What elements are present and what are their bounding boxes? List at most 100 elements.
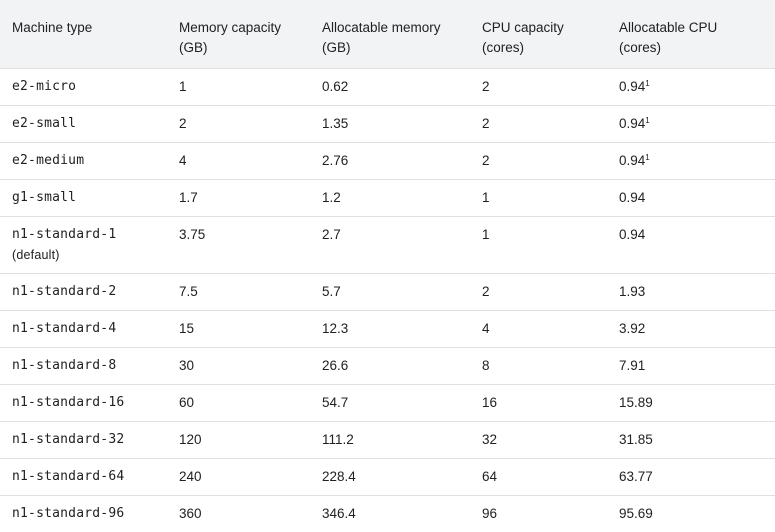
- table-row: g1-small 1.7 1.2 1 0.94: [0, 180, 775, 217]
- machine-type-name: n1-standard-2: [12, 284, 116, 299]
- cell-cpu-capacity: 2: [470, 106, 607, 143]
- cell-machine-type: n1-standard-2: [0, 274, 167, 311]
- memory-capacity-value: 30: [179, 358, 194, 373]
- footnote-marker: 1: [645, 153, 649, 162]
- cell-memory-capacity: 240: [167, 459, 310, 496]
- footnote-marker: 1: [645, 116, 649, 125]
- cell-allocatable-memory: 26.6: [310, 348, 470, 385]
- allocatable-memory-value: 2.7: [322, 227, 341, 242]
- cell-cpu-capacity: 32: [470, 422, 607, 459]
- cell-allocatable-memory: 0.62: [310, 69, 470, 106]
- header-label: Allocatable CPU: [619, 20, 717, 35]
- allocatable-memory-value: 54.7: [322, 395, 348, 410]
- cell-machine-type: n1-standard-1(default): [0, 217, 167, 274]
- cell-memory-capacity: 360: [167, 496, 310, 532]
- cpu-capacity-value: 8: [482, 358, 490, 373]
- cell-allocatable-cpu: 31.85: [607, 422, 775, 459]
- table-row: e2-small 2 1.35 2 0.941: [0, 106, 775, 143]
- cpu-capacity-value: 64: [482, 469, 497, 484]
- allocatable-cpu-value: 0.94: [619, 153, 645, 168]
- cell-memory-capacity: 1: [167, 69, 310, 106]
- memory-capacity-value: 15: [179, 321, 194, 336]
- allocatable-cpu-value: 31.85: [619, 432, 653, 447]
- cell-allocatable-memory: 1.2: [310, 180, 470, 217]
- cell-cpu-capacity: 1: [470, 217, 607, 274]
- footnote-marker: 1: [645, 79, 649, 88]
- cell-allocatable-cpu: 1.93: [607, 274, 775, 311]
- cpu-capacity-value: 2: [482, 116, 490, 131]
- header-unit: (cores): [482, 38, 599, 58]
- cell-allocatable-cpu: 0.94: [607, 180, 775, 217]
- cell-memory-capacity: 30: [167, 348, 310, 385]
- cell-memory-capacity: 1.7: [167, 180, 310, 217]
- cpu-capacity-value: 1: [482, 190, 490, 205]
- cpu-capacity-value: 2: [482, 79, 490, 94]
- allocatable-memory-value: 26.6: [322, 358, 348, 373]
- header-label: Memory capacity: [179, 20, 281, 35]
- cell-memory-capacity: 7.5: [167, 274, 310, 311]
- header-unit: (GB): [179, 38, 302, 58]
- cell-cpu-capacity: 8: [470, 348, 607, 385]
- header-allocatable-memory: Allocatable memory(GB): [310, 0, 470, 69]
- cell-memory-capacity: 60: [167, 385, 310, 422]
- memory-capacity-value: 2: [179, 116, 187, 131]
- cell-allocatable-cpu: 95.69: [607, 496, 775, 532]
- header-unit: (cores): [619, 38, 767, 58]
- cell-allocatable-cpu: 63.77: [607, 459, 775, 496]
- memory-capacity-value: 1: [179, 79, 187, 94]
- cell-cpu-capacity: 2: [470, 143, 607, 180]
- memory-capacity-value: 3.75: [179, 227, 205, 242]
- allocatable-cpu-value: 0.94: [619, 79, 645, 94]
- cell-memory-capacity: 15: [167, 311, 310, 348]
- machine-type-name: e2-small: [12, 116, 76, 131]
- header-machine-type: Machine type: [0, 0, 167, 69]
- cell-allocatable-memory: 54.7: [310, 385, 470, 422]
- cell-machine-type: e2-micro: [0, 69, 167, 106]
- memory-capacity-value: 120: [179, 432, 202, 447]
- cell-machine-type: n1-standard-8: [0, 348, 167, 385]
- cell-memory-capacity: 4: [167, 143, 310, 180]
- allocatable-cpu-value: 63.77: [619, 469, 653, 484]
- allocatable-memory-value: 1.2: [322, 190, 341, 205]
- machine-type-name: g1-small: [12, 190, 76, 205]
- machine-type-name: n1-standard-4: [12, 321, 116, 336]
- allocatable-cpu-value: 0.94: [619, 190, 645, 205]
- cell-allocatable-memory: 228.4: [310, 459, 470, 496]
- cell-memory-capacity: 2: [167, 106, 310, 143]
- allocatable-cpu-value: 0.94: [619, 227, 645, 242]
- header-cpu-capacity: CPU capacity(cores): [470, 0, 607, 69]
- cell-allocatable-cpu: 7.91: [607, 348, 775, 385]
- allocatable-cpu-value: 15.89: [619, 395, 653, 410]
- allocatable-memory-value: 5.7: [322, 284, 341, 299]
- cell-allocatable-memory: 2.76: [310, 143, 470, 180]
- cell-machine-type: e2-medium: [0, 143, 167, 180]
- cell-machine-type: n1-standard-96: [0, 496, 167, 532]
- table-row: n1-standard-1(default) 3.75 2.7 1 0.94: [0, 217, 775, 274]
- cell-allocatable-cpu: 0.941: [607, 69, 775, 106]
- header-label: Allocatable memory: [322, 20, 441, 35]
- cell-allocatable-memory: 5.7: [310, 274, 470, 311]
- allocatable-cpu-value: 0.94: [619, 116, 645, 131]
- cell-allocatable-cpu: 0.941: [607, 106, 775, 143]
- cell-cpu-capacity: 2: [470, 69, 607, 106]
- cell-cpu-capacity: 16: [470, 385, 607, 422]
- allocatable-memory-value: 1.35: [322, 116, 348, 131]
- cpu-capacity-value: 4: [482, 321, 490, 336]
- cell-machine-type: g1-small: [0, 180, 167, 217]
- header-label: Machine type: [12, 20, 92, 35]
- memory-capacity-value: 7.5: [179, 284, 198, 299]
- cell-allocatable-memory: 2.7: [310, 217, 470, 274]
- cell-allocatable-cpu: 0.941: [607, 143, 775, 180]
- cell-machine-type: n1-standard-16: [0, 385, 167, 422]
- allocatable-memory-value: 2.76: [322, 153, 348, 168]
- cell-allocatable-memory: 12.3: [310, 311, 470, 348]
- cell-machine-type: n1-standard-32: [0, 422, 167, 459]
- machine-type-name: e2-micro: [12, 79, 76, 94]
